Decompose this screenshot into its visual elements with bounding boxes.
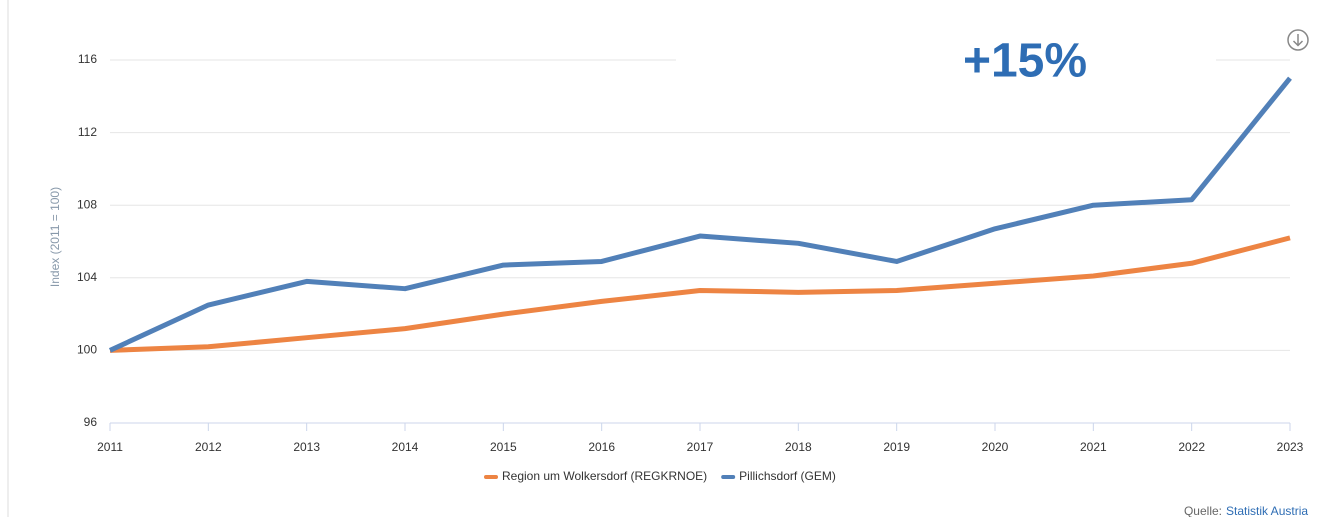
y-tick-label: 108 — [77, 197, 97, 211]
x-tick-label: 2013 — [293, 440, 320, 454]
y-tick-label: 116 — [78, 52, 97, 66]
series-line — [109, 235, 1291, 353]
annotation: +15% — [963, 35, 1087, 88]
y-tick-label: 112 — [78, 125, 97, 139]
x-tick-label: 2020 — [982, 440, 1009, 454]
x-tick-label: 2018 — [785, 440, 812, 454]
legend-label: Region um Wolkersdorf (REGKRNOE) — [502, 469, 707, 483]
y-tick-label: 100 — [77, 343, 97, 357]
series-line — [108, 76, 1292, 353]
legend-label: Pillichsdorf (GEM) — [739, 469, 836, 483]
x-tick-label: 2016 — [588, 440, 615, 454]
x-tick-label: 2021 — [1080, 440, 1107, 454]
source-link[interactable]: Statistik Austria — [1226, 504, 1308, 517]
x-tick-label: 2012 — [195, 440, 222, 454]
y-tick-label: 104 — [77, 270, 97, 284]
x-tick-label: 2015 — [490, 440, 517, 454]
x-tick-label: 2022 — [1178, 440, 1205, 454]
legend-swatch — [484, 475, 498, 479]
y-tick-label: 96 — [84, 415, 98, 429]
grid — [109, 59, 1291, 431]
x-tick-label: 2017 — [687, 440, 714, 454]
legend: Region um Wolkersdorf (REGKRNOE) Pillichs… — [484, 469, 836, 483]
x-tick-label: 2023 — [1277, 440, 1304, 454]
source-label: Quelle: — [1184, 504, 1222, 517]
legend-swatch — [721, 475, 736, 479]
x-tick-label: 2019 — [883, 440, 910, 454]
download-icon[interactable] — [1287, 29, 1309, 51]
y-axis-label: Index (2011 = 100) — [48, 187, 62, 287]
x-tick-label: 2014 — [392, 440, 419, 454]
x-tick-label: 2011 — [97, 440, 123, 454]
annotation-bg — [676, 40, 1216, 80]
